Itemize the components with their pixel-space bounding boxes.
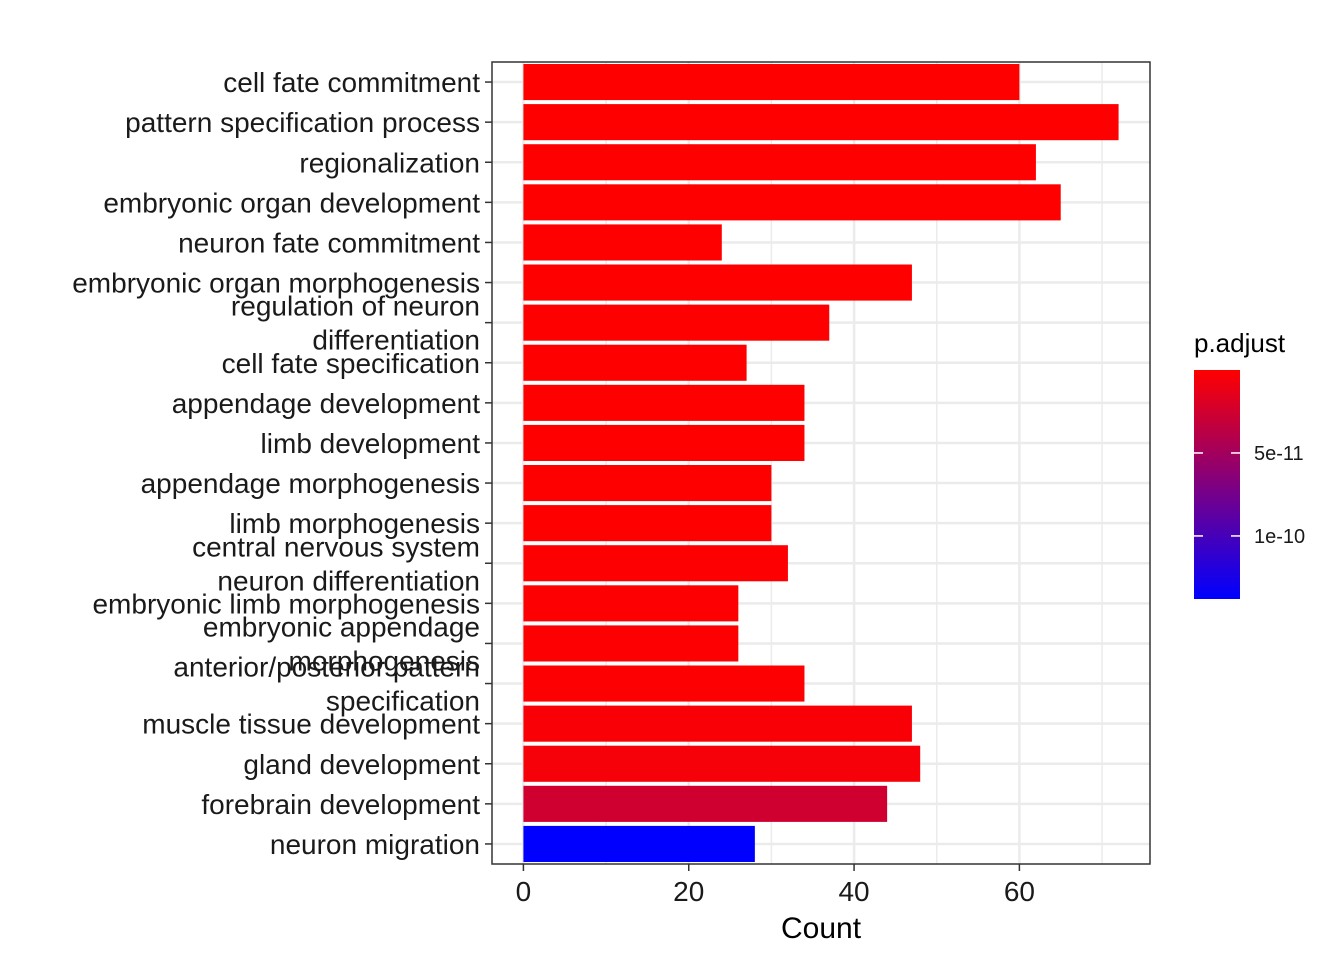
bar-central-nervous-system-neuron-differentiation [523,545,788,582]
y-label-line: morphogenesis [289,645,480,676]
plot-panel-border [491,61,1151,865]
bar-neuron-fate-commitment [523,224,722,261]
bar-anterior-posterior-pattern-specification [523,665,805,702]
legend-colorbar [1194,370,1240,599]
y-label-line: regulation of neuron [231,291,480,322]
grid-major-lines [492,62,1150,864]
y-label-neuron-migration: neuron migration [270,829,480,860]
y-label-limb-morphogenesis: limb morphogenesis [229,508,480,539]
legend-ticks: 5e-11 1e-10 [1194,443,1305,548]
y-label-anterior-posterior-pattern-specification: anterior/posterior pattern specification [173,652,480,717]
y-label-embryonic-appendage-morphogenesis: embryonic appendage morphogenesis [203,611,480,676]
x-tick-label: 0 [516,876,532,907]
bar-appendage-development [523,384,805,421]
y-label-appendage-development: appendage development [172,388,480,419]
legend-tick-label: 5e-11 [1254,443,1304,465]
bar-limb-morphogenesis [523,505,772,542]
y-label-line: neuron differentiation [217,565,480,596]
bar-embryonic-organ-development [523,184,1061,221]
y-label-line: central nervous system [192,531,480,562]
x-tick-label: 20 [673,876,704,907]
y-label-line: differentiation [312,325,480,356]
y-label-gland-development: gland development [243,749,480,780]
bar-limb-development [523,424,805,461]
bar-forebrain-development [523,785,888,822]
bar-regionalization [523,144,1036,181]
bars [523,64,1119,862]
bar-cell-fate-specification [523,344,747,381]
bar-embryonic-limb-morphogenesis [523,585,739,622]
y-label-regionalization: regionalization [299,147,480,178]
legend-tick-label: 1e-10 [1254,526,1305,548]
bar-embryonic-organ-morphogenesis [523,264,912,301]
y-label-line: embryonic appendage [203,611,480,642]
legend-title: p.adjust [1194,328,1286,358]
x-tick-label: 40 [838,876,869,907]
legend: p.adjust 5e-11 1e-10 [1194,328,1305,599]
y-label-muscle-tissue-development: muscle tissue development [142,709,480,740]
y-axis-labels: cell fate commitment pattern specificatio… [72,67,480,860]
bar-embryonic-appendage-morphogenesis [523,625,739,662]
y-label-line: specification [326,686,480,717]
x-axis-labels: 0 20 40 60 [516,876,1035,907]
y-label-forebrain-development: forebrain development [201,789,480,820]
y-label-regulation-of-neuron-differentiation: regulation of neuron differentiation [231,291,480,356]
y-label-central-nervous-system-neuron-differentiation: central nervous system neuron differentia… [192,531,480,596]
bar-appendage-morphogenesis [523,465,772,502]
bar-regulation-of-neuron-differentiation [523,304,830,341]
bar-neuron-migration [523,825,755,862]
y-label-line: anterior/posterior pattern [173,652,480,683]
y-label-limb-development: limb development [261,428,481,459]
x-axis-ticks [522,864,1021,871]
bar-pattern-specification-process [523,104,1119,141]
y-label-embryonic-organ-development: embryonic organ development [103,187,480,218]
x-axis-title: Count [781,912,862,945]
x-tick-label: 60 [1004,876,1035,907]
y-axis-ticks [485,81,492,845]
y-label-appendage-morphogenesis: appendage morphogenesis [141,468,480,499]
y-label-pattern-specification-process: pattern specification process [125,107,480,138]
bar-gland-development [523,745,921,782]
y-label-embryonic-organ-morphogenesis: embryonic organ morphogenesis [72,268,480,299]
bar-muscle-tissue-development [523,705,912,742]
bar-cell-fate-commitment [523,64,1020,101]
y-label-embryonic-limb-morphogenesis: embryonic limb morphogenesis [92,588,480,619]
y-label-cell-fate-commitment: cell fate commitment [223,67,480,98]
y-label-cell-fate-specification: cell fate specification [222,348,480,379]
y-label-neuron-fate-commitment: neuron fate commitment [178,227,480,258]
